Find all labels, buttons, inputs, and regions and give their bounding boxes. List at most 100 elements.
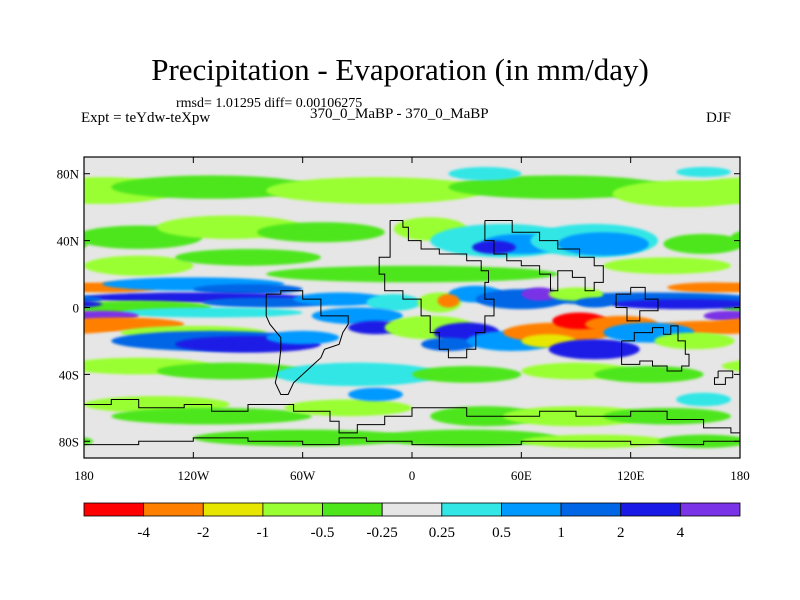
- colorbar-label: 2: [617, 525, 625, 541]
- colorbar-swatch: [679, 502, 741, 517]
- contour-field: [84, 167, 800, 448]
- colorbar-swatch: [560, 502, 622, 517]
- contour-region: [257, 222, 385, 243]
- x-axis: 180 120W 60W 0 60E 120E 180: [74, 157, 750, 483]
- contour-region: [266, 265, 558, 283]
- contour-region: [721, 360, 740, 372]
- colorbar-swatch: [381, 502, 443, 517]
- subtitle: 370_0_MaBP - 370_0_MaBP: [310, 106, 489, 122]
- contour-region: [84, 321, 121, 334]
- contour-region: [311, 307, 403, 325]
- contour-region: [348, 387, 403, 402]
- colorbar-label: -2: [197, 525, 210, 541]
- colorbar: -4 -2 -1 -0.5 -0.25 0.25 0.5 1 2 4: [83, 502, 741, 541]
- contour-region: [654, 332, 735, 350]
- contour-region: [730, 231, 740, 244]
- colorbar-swatch: [620, 502, 681, 517]
- y-tick-label: 0: [73, 301, 80, 316]
- contour-region: [412, 366, 522, 383]
- x-tick-label: 60E: [511, 468, 532, 483]
- season-label: DJF: [706, 110, 732, 126]
- contour-region: [266, 330, 340, 345]
- contour-region: [266, 177, 485, 204]
- contour-region: [576, 297, 613, 308]
- colorbar-swatch: [322, 502, 383, 517]
- land-outline: [714, 370, 734, 385]
- colorbar-label: -0.5: [311, 525, 335, 541]
- contour-region: [612, 299, 740, 310]
- contour-region: [676, 392, 731, 407]
- contour-region: [84, 255, 194, 276]
- contour-region: [84, 184, 103, 203]
- contour-region: [193, 284, 303, 295]
- contour-region: [84, 300, 103, 308]
- contour-region: [612, 180, 740, 208]
- colorbar-label: 0.5: [492, 525, 511, 541]
- x-tick-label: 120W: [177, 468, 210, 483]
- land-outlines: [84, 220, 740, 446]
- contour-region: [740, 256, 800, 276]
- contour-region: [437, 294, 460, 308]
- contour-region: [703, 310, 740, 321]
- contour-region: [448, 167, 522, 181]
- contour-region: [663, 233, 740, 254]
- contour-region: [366, 294, 422, 311]
- contour-region: [111, 407, 312, 425]
- contour-region: [156, 362, 303, 380]
- x-tick-label: 180: [74, 468, 94, 483]
- colorbar-swatch: [202, 502, 264, 517]
- colorbar-label: 0.25: [429, 525, 455, 541]
- y-axis: 80N 40N 0 40S 80S: [57, 167, 740, 449]
- y-tick-label: 40N: [57, 234, 80, 249]
- contour-region: [448, 175, 668, 199]
- contour-region: [84, 295, 103, 303]
- colorbar-swatch: [262, 502, 323, 517]
- stats-line: rmsd= 1.01295 diff= 0.00106275: [176, 96, 363, 111]
- colorbar-label: -4: [137, 525, 150, 541]
- colorbar-label: 1: [557, 525, 565, 541]
- contour-region: [421, 337, 476, 351]
- contour-region: [193, 429, 412, 447]
- colorbar-swatch: [83, 502, 145, 517]
- contour-region: [111, 175, 312, 199]
- colorbar-swatch: [441, 502, 502, 517]
- contour-region: [120, 307, 303, 318]
- y-tick-label: 80N: [57, 167, 80, 182]
- contour-region: [740, 292, 800, 302]
- contour-region: [740, 396, 800, 413]
- contour-region: [667, 282, 740, 293]
- land-outline: [484, 220, 604, 292]
- contour-region: [603, 257, 731, 275]
- contour-region: [293, 292, 385, 306]
- land-outline: [621, 325, 690, 372]
- contour-region: [375, 429, 558, 447]
- land-outline: [378, 220, 495, 359]
- contour-region: [676, 167, 731, 178]
- x-tick-label: 120E: [617, 468, 645, 483]
- y-tick-label: 80S: [59, 434, 79, 449]
- x-tick-label: 60W: [290, 468, 316, 483]
- contour-region: [284, 399, 412, 417]
- land-outline: [265, 290, 349, 395]
- land-outline: [84, 399, 740, 434]
- contour-region: [84, 437, 94, 446]
- contour-region: [557, 232, 649, 256]
- colorbar-swatch: [143, 502, 204, 517]
- colorbar-swatch: [501, 502, 562, 517]
- contour-region: [548, 339, 640, 360]
- contour-region: [275, 362, 440, 387]
- y-tick-label: 40S: [59, 367, 79, 382]
- colorbar-label: -0.25: [367, 525, 398, 541]
- x-tick-label: 0: [409, 468, 416, 483]
- x-tick-label: 180: [730, 468, 750, 483]
- contour-region: [84, 239, 88, 249]
- colorbar-label: 4: [677, 525, 685, 541]
- experiment-label: Expt = teYdw-teXpw: [81, 110, 211, 126]
- land-outline: [615, 286, 659, 322]
- colorbar-label: -1: [257, 525, 270, 541]
- contour-region: [521, 287, 558, 301]
- chart-title: Precipitation - Evaporation (in mm/day): [151, 52, 649, 87]
- contour-region: [594, 366, 704, 383]
- contour-region: [84, 283, 103, 292]
